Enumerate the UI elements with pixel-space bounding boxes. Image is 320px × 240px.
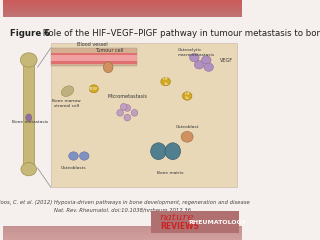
Ellipse shape [103,62,113,73]
Bar [51,53,137,64]
Bar [3,1,242,2]
Text: VEGF: VEGF [220,58,233,62]
Text: Micrometastasis: Micrometastasis [107,94,147,98]
Text: Bone matrix: Bone matrix [157,171,184,175]
Bar [3,16,242,17]
Ellipse shape [181,131,193,142]
Ellipse shape [21,163,36,176]
Ellipse shape [182,92,192,100]
Bar [3,15,242,16]
Ellipse shape [124,114,131,121]
Text: Osteoblast: Osteoblast [175,125,199,129]
Text: Moos, C. et al. (2012) Hypoxia-driven pathways in bone development, regeneration: Moos, C. et al. (2012) Hypoxia-driven pa… [0,200,249,205]
Ellipse shape [124,105,131,111]
Bar [3,13,242,14]
Ellipse shape [151,143,166,160]
Bar [3,226,242,227]
Ellipse shape [189,53,199,62]
Text: Tumour cell: Tumour cell [95,48,124,53]
Bar [3,230,242,231]
Ellipse shape [20,53,37,67]
Text: Nat. Rev. Rheumatol. doi:10.1038/nrrheum.2012.36: Nat. Rev. Rheumatol. doi:10.1038/nrrheum… [54,208,191,212]
Bar [151,211,239,233]
Bar [3,234,242,235]
Text: Bone marrow
stromal cell: Bone marrow stromal cell [52,99,81,108]
Bar [51,43,237,187]
Bar [3,0,242,1]
Bar [3,4,242,5]
Text: HIF
1α: HIF 1α [163,77,168,86]
Bar [3,228,242,229]
Ellipse shape [26,114,32,121]
Bar [3,227,242,228]
Bar [3,238,242,239]
Bar [3,10,242,11]
Text: Bone metastasis: Bone metastasis [12,120,49,124]
Text: Role of the HIF–VEGF–PlGF pathway in tumour metastasis to bone: Role of the HIF–VEGF–PlGF pathway in tum… [40,29,320,38]
Bar [3,7,242,8]
Bar [3,14,242,15]
Text: Blood vessel: Blood vessel [77,42,108,47]
Bar [3,11,242,12]
Text: Figure 6: Figure 6 [10,29,50,38]
Ellipse shape [120,103,127,110]
Ellipse shape [165,143,180,160]
Text: Osteoclytic
macrometastasis: Osteoclytic macrometastasis [178,48,215,57]
Bar [3,17,242,226]
Bar [23,62,34,173]
Bar [3,9,242,10]
Text: Osteoblasts: Osteoblasts [61,166,86,170]
Bar [3,3,242,4]
Ellipse shape [131,109,138,116]
Ellipse shape [89,85,98,93]
Ellipse shape [204,63,213,72]
Bar [3,233,242,234]
Bar [3,6,242,7]
Text: RHEUMATOLOGY: RHEUMATOLOGY [188,220,246,225]
Bar [3,239,242,240]
Bar [3,235,242,236]
Bar [51,55,137,61]
Ellipse shape [194,61,204,69]
Bar [3,237,242,238]
Text: HIF
1α: HIF 1α [184,92,190,100]
Bar [3,229,242,230]
Bar [3,8,242,9]
Bar [51,48,137,66]
Text: VEGF: VEGF [89,87,99,91]
Bar [3,5,242,6]
Text: nature: nature [160,213,194,222]
Ellipse shape [69,152,78,160]
Text: REVIEWS: REVIEWS [160,222,199,231]
Ellipse shape [117,109,124,116]
Ellipse shape [61,86,74,96]
Ellipse shape [161,77,170,86]
Bar [3,236,242,237]
Bar [3,231,242,232]
Ellipse shape [202,56,211,64]
Bar [3,232,242,233]
Ellipse shape [79,152,89,160]
